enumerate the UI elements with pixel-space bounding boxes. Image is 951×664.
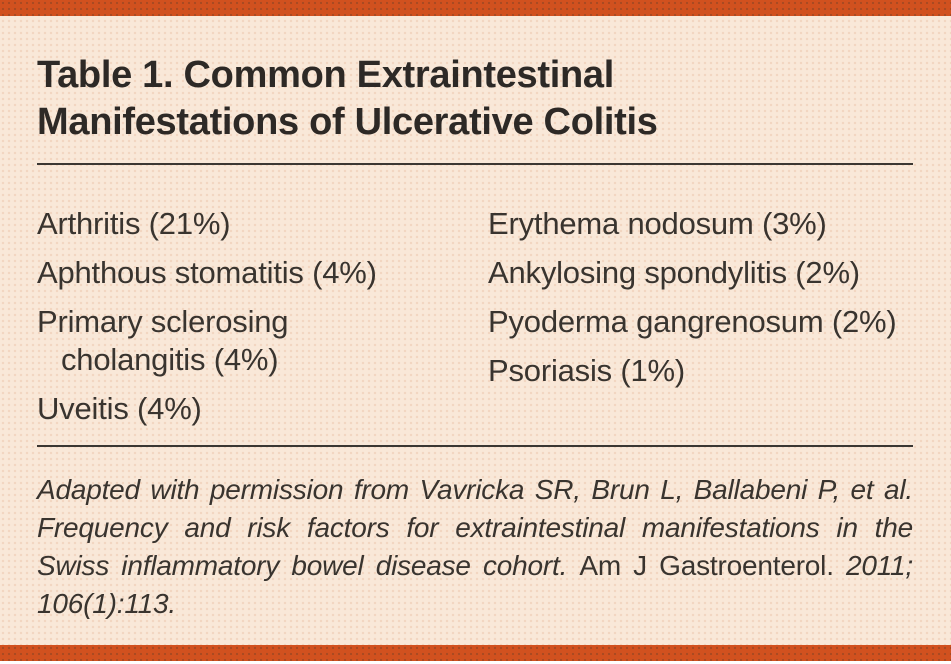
list-item-text: Aphthous stomatitis (4%) [37, 255, 377, 290]
bottom-accent-bar [0, 645, 951, 661]
table-title-line1: Table 1. Common Extraintestinal [37, 54, 615, 96]
list-item-text: Erythema nodosum (3%) [488, 206, 827, 241]
column-left: Arthritis (21%) Aphthous stomatitis (4%)… [37, 205, 488, 428]
list-item-text: Ankylosing spondylitis (2%) [488, 255, 860, 290]
table-content: Table 1. Common Extraintestinal Manifest… [37, 16, 913, 623]
list-item-text: Pyoderma gangrenosum (2%) [488, 304, 897, 339]
list-item-text-wrapped: cholangitis (4%) [61, 342, 279, 377]
list-item-text: Primary sclerosing [37, 304, 289, 339]
list-item-arthritis: Arthritis (21%) [37, 205, 488, 243]
list-item-text: Arthritis (21%) [37, 206, 231, 241]
citation-journal-name: Am J Gastroenterol. [579, 550, 834, 581]
list-item-erythema-nodosum: Erythema nodosum (3%) [488, 205, 913, 243]
list-item-pyoderma-gangrenosum: Pyoderma gangrenosum (2%) [488, 303, 913, 341]
list-item-text: Psoriasis (1%) [488, 353, 686, 388]
list-item-text: Uveitis (4%) [37, 391, 202, 426]
table-title: Table 1. Common Extraintestinal Manifest… [37, 52, 913, 146]
column-right: Erythema nodosum (3%) Ankylosing spondyl… [488, 205, 913, 428]
list-item-primary-sclerosing-cholangitis: Primary sclerosing cholangitis (4%) [37, 303, 488, 379]
top-accent-bar [0, 0, 951, 16]
list-item-ankylosing-spondylitis: Ankylosing spondylitis (2%) [488, 254, 913, 292]
table-title-line2: Manifestations of Ulcerative Colitis [37, 101, 658, 143]
citation-year-volume: 2011; 106(1):113. [37, 550, 913, 619]
divider-top [37, 163, 913, 165]
manifestation-columns: Arthritis (21%) Aphthous stomatitis (4%)… [37, 205, 913, 428]
divider-bottom [37, 445, 913, 447]
list-item-psoriasis: Psoriasis (1%) [488, 352, 913, 390]
citation-adapted-text: Adapted with permission from Vavricka SR… [37, 474, 913, 581]
list-item-aphthous-stomatitis: Aphthous stomatitis (4%) [37, 254, 488, 292]
citation: Adapted with permission from Vavricka SR… [37, 471, 913, 623]
list-item-uveitis: Uveitis (4%) [37, 390, 488, 428]
